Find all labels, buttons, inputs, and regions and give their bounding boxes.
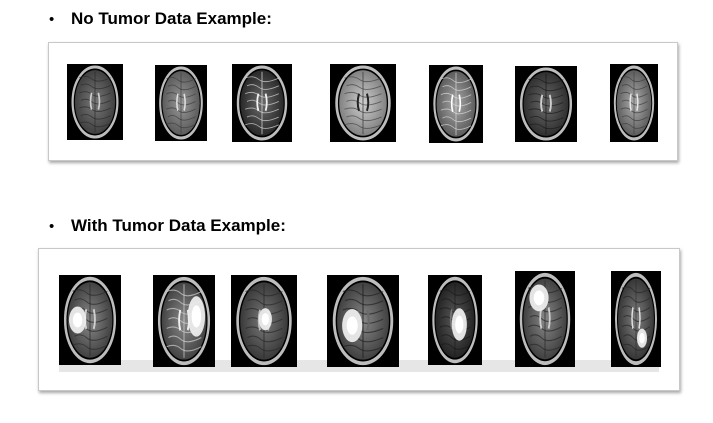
section-title: With Tumor Data Example:: [71, 216, 286, 235]
mri-scan-no-tumor: [67, 64, 123, 140]
bullet: •: [49, 10, 55, 28]
mri-scan-with-tumor: [231, 275, 297, 367]
mri-scan-with-tumor: [153, 275, 215, 367]
section-title: No Tumor Data Example:: [71, 9, 272, 28]
mri-scan-no-tumor: [330, 64, 396, 142]
mri-scan-no-tumor: [515, 66, 577, 142]
mri-scan-with-tumor: [428, 275, 482, 365]
mri-scan-with-tumor: [515, 271, 575, 367]
mri-scan-no-tumor: [232, 64, 292, 142]
no-tumor-image-panel: [48, 42, 678, 161]
section-heading-with-tumor: • With Tumor Data Example:: [49, 216, 286, 236]
mri-scan-no-tumor: [155, 65, 207, 141]
mri-scan-with-tumor: [611, 271, 661, 367]
with-tumor-image-panel: [38, 248, 680, 391]
bullet: •: [49, 217, 55, 235]
section-heading-no-tumor: • No Tumor Data Example:: [49, 9, 272, 29]
mri-scan-no-tumor: [610, 64, 658, 142]
mri-scan-with-tumor: [327, 275, 399, 367]
mri-scan-with-tumor: [59, 275, 121, 365]
mri-scan-no-tumor: [429, 65, 483, 143]
